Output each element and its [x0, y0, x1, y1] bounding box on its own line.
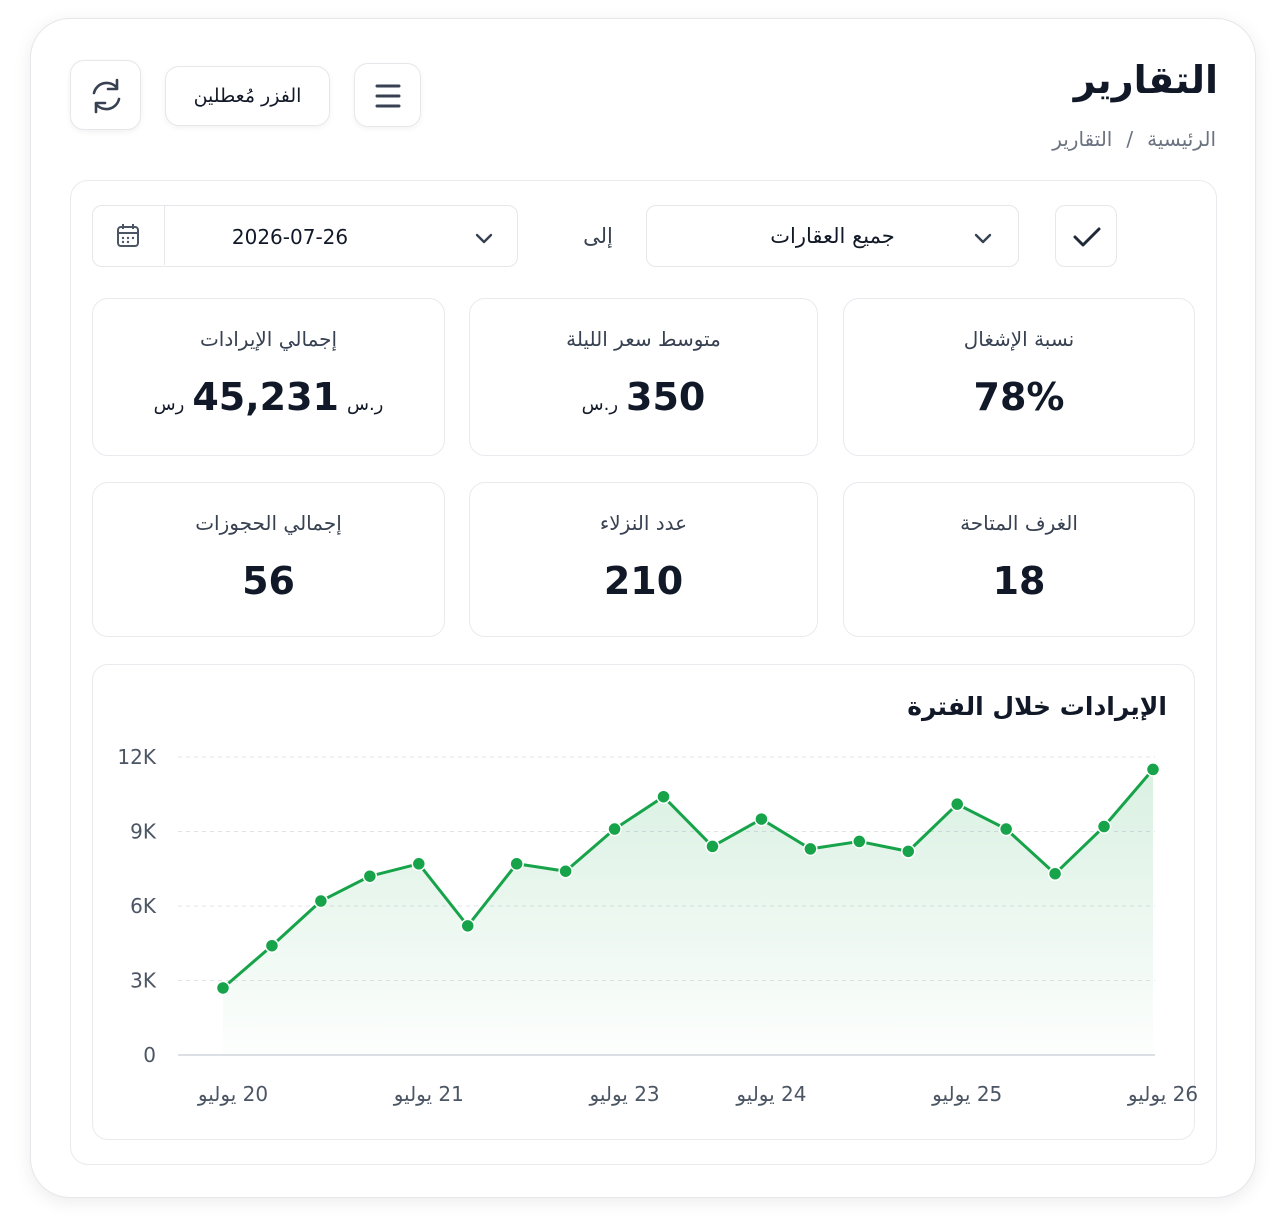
stat-label: عدد النزلاء — [599, 511, 688, 535]
stat-label: إجمالي الحجوزات — [195, 511, 342, 535]
data-point — [803, 841, 818, 857]
breadcrumb-separator: / — [1126, 127, 1134, 151]
x-tick-label: 20 يوليو — [197, 1082, 268, 1106]
apply-button[interactable] — [1055, 205, 1117, 267]
data-point — [411, 856, 427, 872]
stat-unit: رس — [153, 394, 185, 415]
data-point — [901, 844, 916, 859]
stat-value-row: ر.س 45,231 رس — [93, 375, 444, 419]
x-tick-label: 23 يوليو — [588, 1082, 659, 1106]
breadcrumb: الرئيسية / التقارير — [1052, 127, 1216, 151]
date-value: 2026-07-26 — [231, 225, 349, 249]
refresh-button[interactable] — [70, 60, 141, 130]
stat-card: إجمالي الإيرادات ر.س 45,231 رس — [92, 298, 445, 456]
x-tick-label: 26 يوليو — [1127, 1082, 1198, 1106]
x-tick-label: 24 يوليو — [735, 1082, 806, 1106]
y-tick-label: 6K — [130, 894, 157, 918]
chart-title: الإيرادات خلال الفترة — [907, 692, 1167, 721]
calendar-section — [93, 206, 165, 265]
stat-card: الغرف المتاحة 18 — [843, 482, 1195, 637]
to-label: إلى — [583, 224, 613, 248]
disabled-button[interactable]: الفزر مُعطلين — [165, 66, 330, 126]
calendar-icon — [117, 224, 139, 247]
date-field[interactable]: 2026-07-26 — [92, 205, 518, 267]
data-point — [460, 918, 475, 934]
data-point — [852, 834, 867, 849]
stat-value: 45,231 — [192, 375, 339, 419]
chevron-icon — [974, 233, 992, 244]
data-point — [264, 938, 280, 953]
stat-label: متوسط سعر الليلة — [566, 327, 721, 351]
stat-label: إجمالي الإيرادات — [199, 327, 338, 351]
breadcrumb-link[interactable]: الرئيسية — [1147, 127, 1216, 151]
stat-value: 78% — [973, 375, 1065, 419]
stat-value-row: 350 ر.س — [470, 375, 817, 419]
y-tick-label: 3K — [130, 969, 157, 993]
data-point — [607, 821, 622, 837]
stat-value-row: 56 — [93, 559, 444, 603]
data-point — [998, 821, 1014, 837]
stat-card: عدد النزلاء 210 — [469, 482, 818, 637]
data-point — [705, 839, 720, 854]
stat-value: 210 — [603, 559, 684, 603]
stat-card: نسبة الإشغال 78% — [843, 298, 1195, 456]
line — [222, 768, 1155, 990]
data-point — [215, 980, 231, 996]
x-tick-label: 25 يوليو — [931, 1082, 1002, 1106]
data-point — [656, 789, 671, 804]
stat-unit: ر.س — [346, 394, 384, 415]
stat-value-row: 210 — [470, 559, 817, 603]
stat-value-row: 78% — [844, 375, 1194, 419]
menu-button[interactable] — [354, 63, 421, 127]
select-value: جميع العقارات — [770, 224, 895, 248]
stat-unit: ر.س — [581, 394, 619, 415]
data-point — [362, 868, 378, 884]
refresh-icon — [92, 78, 121, 114]
y-tick-label: 9K — [130, 820, 157, 844]
stat-card: إجمالي الحجوزات 56 — [92, 482, 445, 637]
stat-label: الغرف المتاحة — [960, 511, 1078, 535]
y-tick-label: 0 — [143, 1043, 156, 1067]
data-point — [558, 863, 573, 879]
data-point — [1096, 819, 1112, 834]
stat-value-row: 18 — [844, 559, 1194, 603]
stat-value: 18 — [992, 559, 1046, 603]
page-title: التقارير — [1073, 58, 1218, 102]
data-point — [949, 796, 965, 812]
chevron-icon — [475, 233, 493, 244]
area — [223, 769, 1153, 1055]
data-point — [1145, 762, 1161, 777]
data-point — [754, 811, 769, 827]
check-icon — [1073, 227, 1101, 247]
stat-value: 56 — [242, 559, 295, 603]
data-point — [1047, 866, 1063, 881]
property-select[interactable]: جميع العقارات — [646, 205, 1019, 267]
data-point — [509, 856, 524, 872]
x-tick-label: 21 يوليو — [393, 1082, 464, 1106]
menu-icon — [375, 84, 401, 108]
stat-label: نسبة الإشغال — [963, 327, 1075, 351]
data-point — [313, 893, 329, 909]
button-label: الفزر مُعطلين — [193, 85, 302, 107]
breadcrumb-current: التقارير — [1052, 127, 1113, 151]
y-tick-label: 12K — [117, 745, 156, 769]
stat-value: 350 — [626, 375, 706, 419]
stat-card: متوسط سعر الليلة 350 ر.س — [469, 298, 818, 456]
